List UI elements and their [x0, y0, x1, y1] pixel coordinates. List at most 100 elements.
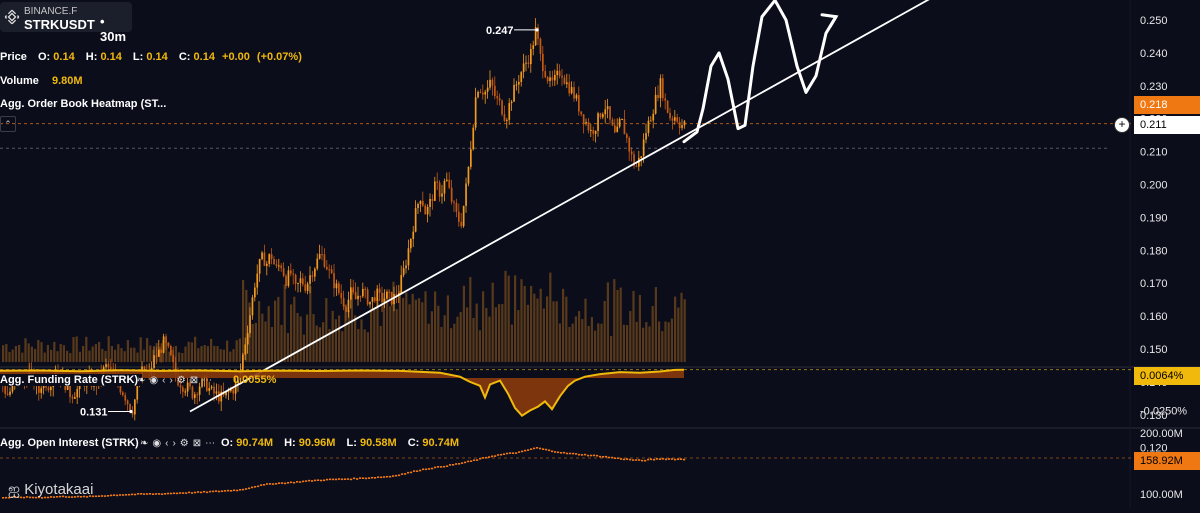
- oi-candle: [119, 494, 122, 496]
- candle-body: [50, 387, 52, 391]
- butterfly-icon: ஐ: [8, 481, 21, 498]
- more-icon[interactable]: ⋯: [202, 375, 217, 386]
- volume-bar: [651, 306, 654, 362]
- timeframe[interactable]: • 30m: [100, 14, 127, 44]
- candle-body: [376, 288, 379, 301]
- candle-body: [494, 85, 496, 97]
- eye-icon[interactable]: ◉: [149, 375, 163, 386]
- candle-body: [170, 346, 172, 355]
- candle-body: [316, 258, 319, 269]
- settings-icon[interactable]: ⚙: [176, 375, 190, 386]
- oi-candle: [116, 494, 119, 497]
- candle-body: [119, 384, 122, 393]
- open-interest-label[interactable]: Agg. Open Interest (STRK): [0, 437, 143, 449]
- collapse-chevron-icon[interactable]: ⌃: [0, 116, 16, 132]
- candle-body: [419, 200, 422, 205]
- oi-candle: [131, 493, 134, 496]
- code-icon[interactable]: ‹›: [162, 375, 177, 386]
- candle-body: [208, 388, 211, 391]
- oi-candle: [431, 467, 434, 470]
- candle-body: [441, 193, 443, 197]
- volume-bar: [261, 313, 264, 362]
- heatmap-label[interactable]: Agg. Order Book Heatmap (ST...: [0, 98, 171, 110]
- volume-bar: [107, 336, 110, 362]
- candle-body: [522, 63, 525, 73]
- candle-body: [381, 292, 383, 303]
- volume-bar: [203, 345, 206, 362]
- oi-candle: [248, 487, 251, 490]
- price-tick-label: 0.250: [1140, 15, 1168, 27]
- low-marker-label: 0.131: [80, 407, 108, 419]
- candle-body: [556, 70, 559, 75]
- volume-bar: [306, 314, 309, 362]
- volume-bar: [187, 341, 190, 362]
- oi-candle: [650, 458, 653, 461]
- volume-bar: [232, 349, 235, 362]
- candle-body: [292, 273, 295, 275]
- settings-icon[interactable]: ⚙: [179, 438, 193, 449]
- volume-bar: [552, 301, 555, 362]
- candle-body: [71, 397, 74, 399]
- volume-bar: [546, 296, 549, 362]
- volume-bar: [357, 329, 360, 362]
- candle-body: [611, 119, 614, 126]
- leaf-icon[interactable]: ❧: [140, 438, 153, 449]
- oi-candle: [656, 458, 659, 460]
- volume-bar: [136, 352, 139, 362]
- oi-indicator-controls[interactable]: ❧◉‹›⚙⊠⋯: [140, 438, 219, 449]
- more-icon[interactable]: ⋯: [205, 438, 220, 449]
- oi-candle: [440, 466, 443, 468]
- code-icon[interactable]: ‹›: [165, 438, 180, 449]
- oi-candle: [665, 458, 668, 461]
- volume-bar: [437, 305, 440, 362]
- candle-body: [359, 295, 362, 297]
- oi-candle: [188, 491, 191, 494]
- oi-candle: [65, 496, 68, 498]
- volume-value: 9.80M: [51, 75, 83, 87]
- leaf-icon[interactable]: ❧: [137, 375, 150, 386]
- volume-bar: [363, 329, 366, 362]
- volume-bar: [222, 349, 225, 362]
- volume-bar: [677, 307, 680, 362]
- delete-icon[interactable]: ⊠: [192, 438, 206, 449]
- volume-bar: [56, 351, 59, 362]
- funding-indicator-controls[interactable]: ❧◉‹›⚙⊠⋯: [137, 375, 216, 386]
- candle-body: [477, 91, 479, 98]
- candle-body: [182, 387, 184, 392]
- oi-candle: [317, 479, 320, 481]
- oi-candle: [683, 458, 686, 461]
- candle-body: [266, 263, 268, 266]
- volume-bar: [581, 319, 584, 362]
- candle-body: [573, 87, 575, 99]
- symbol-box[interactable]: BINANCE.F STRKUSDT • 30m: [0, 2, 132, 44]
- candle-body: [122, 392, 124, 396]
- oi-high: 90.96M: [298, 437, 336, 449]
- change-percent: (+0.07%): [256, 51, 302, 63]
- oi-candle: [401, 473, 404, 475]
- candle-body: [280, 265, 283, 269]
- candle-body: [566, 82, 568, 84]
- add-alert-icon[interactable]: +: [1114, 117, 1130, 133]
- oi-candle: [272, 483, 275, 485]
- volume-bar: [558, 323, 561, 362]
- funding-rate-label[interactable]: Agg. Funding Rate (STRK): [0, 374, 143, 386]
- eye-icon[interactable]: ◉: [152, 438, 166, 449]
- volume-bar: [264, 321, 267, 362]
- candle-body: [364, 288, 367, 290]
- oi-candle: [353, 477, 356, 480]
- volume-bar: [5, 343, 8, 362]
- oi-candle: [53, 496, 56, 498]
- volume-bar: [373, 307, 376, 362]
- volume-bar: [514, 275, 517, 362]
- candle-body: [654, 94, 657, 114]
- volume-bar: [526, 304, 529, 362]
- volume-bar: [178, 352, 181, 362]
- oi-candle: [311, 480, 314, 482]
- oi-candle: [554, 451, 557, 453]
- volume-bar: [123, 351, 126, 362]
- delete-icon[interactable]: ⊠: [189, 375, 203, 386]
- oi-candle: [341, 478, 344, 481]
- high-value: 0.14: [100, 51, 122, 63]
